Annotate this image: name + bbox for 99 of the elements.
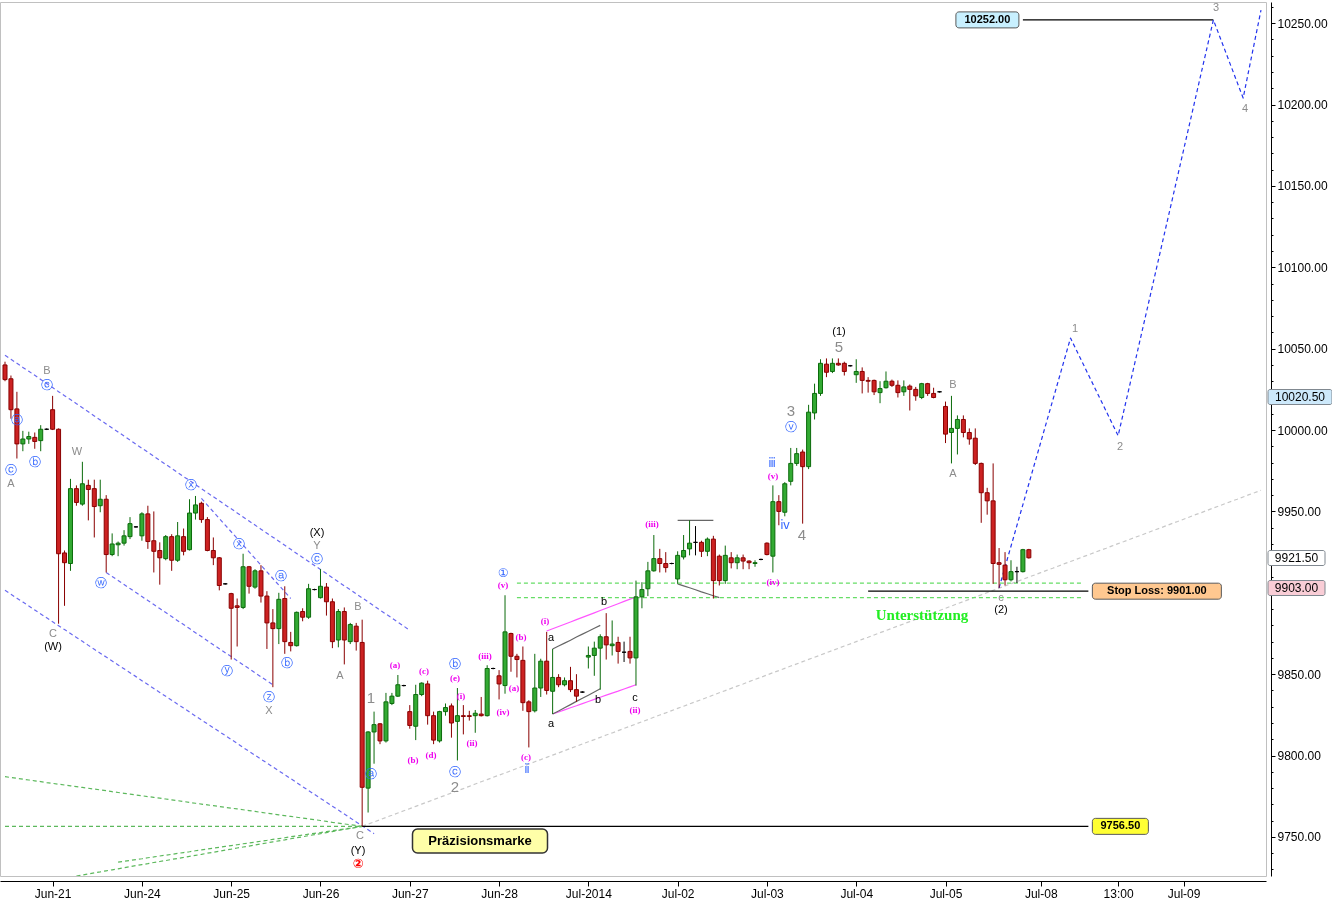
series-label: 10252.00 [964, 12, 1011, 25]
y-tick-label: 9850.00 [1277, 667, 1322, 682]
x-tick-label: Jul-04 [840, 886, 874, 898]
y-tick-label: 10000.00 [1277, 423, 1328, 438]
annotation: (iii) [478, 651, 492, 661]
x-tick-label: Jul-2014 [565, 886, 613, 898]
annotation: ⓦ [95, 576, 107, 590]
text: 9903.00 [1274, 581, 1319, 595]
annotation: ⓑ [29, 455, 41, 469]
annotation: (a) [508, 683, 520, 693]
annotation: 1 [1071, 322, 1079, 334]
annotation: c [632, 691, 639, 703]
annotation: X [265, 704, 274, 716]
y-tick-label: 10200.00 [1277, 98, 1328, 113]
annotation: ⓨ [221, 664, 233, 678]
x-tick-label: Jun-27 [391, 886, 429, 898]
annotation: (e) [450, 673, 460, 683]
annotation: ⅳ [780, 518, 791, 532]
annotation: (Y) [350, 844, 366, 856]
annotation: 4 [1241, 102, 1249, 114]
annotation: (iv) [766, 577, 780, 587]
annotation: a [547, 630, 555, 643]
annotation: 5 [834, 338, 844, 355]
x-tick-label: Jun-28 [481, 886, 519, 898]
y-tick-label: 9750.00 [1277, 830, 1322, 845]
annotation: (d) [425, 750, 437, 760]
x-tick-label: Jul-03 [751, 886, 785, 898]
annotation: ① [497, 566, 509, 580]
annotation: A [949, 467, 958, 479]
annotation: ⓥ [785, 420, 797, 434]
annotation: ⓑ [449, 657, 461, 671]
annotation: (c) [521, 752, 531, 762]
annotation: ② [352, 856, 364, 871]
y-tick-label: 10100.00 [1277, 260, 1328, 275]
annotation: (b) [407, 755, 419, 765]
y-tick-label: 10250.00 [1277, 16, 1328, 31]
annotation: A [336, 669, 345, 681]
x-tick-label: Jul-02 [661, 886, 695, 898]
x-tick-label: Jul-08 [1024, 886, 1058, 898]
series-label: Stop Loss: 9901.00 [1107, 584, 1207, 597]
x-tick-label: Jun-21 [34, 886, 72, 898]
x-tick-label: Jun-24 [124, 886, 162, 898]
annotation: ⓒ [41, 378, 53, 392]
series-label: 9756.50 [1100, 819, 1141, 832]
annotation: ⅱ [524, 762, 530, 776]
annotation: b [600, 595, 608, 607]
annotation: (1) [832, 325, 846, 337]
annotation: C [356, 829, 365, 841]
x-tick-label: Jul-09 [1167, 886, 1201, 898]
annotation: 2 [1116, 440, 1124, 452]
annotation: ⓐ [275, 569, 287, 583]
x-tick-label: Jul-05 [929, 886, 963, 898]
annotation: (X) [309, 526, 325, 538]
annotation: b [594, 693, 602, 705]
annotation: 4 [797, 526, 807, 543]
annotation: C [49, 627, 58, 639]
annotation: B [43, 364, 51, 376]
annotation: (ii) [466, 738, 478, 748]
annotation: ⓧ [233, 537, 245, 551]
annotation: ⓩ [263, 690, 275, 704]
annotation: ⓒ [449, 765, 461, 779]
annotation: B [354, 600, 362, 612]
annotation: 1 [366, 689, 376, 706]
annotation: (iii) [645, 519, 659, 529]
annotation: ⓧ [185, 478, 197, 492]
annotation: 2 [450, 778, 460, 795]
annotation: (v) [767, 471, 779, 481]
annotation: Präzisionsmarke [428, 833, 532, 848]
annotation: (c) [419, 666, 429, 676]
annotation: 3 [786, 402, 796, 419]
text: 10020.50 [1274, 390, 1326, 404]
annotation: A [7, 477, 16, 489]
y-tick-label: 9950.00 [1277, 504, 1322, 519]
annotation: W [71, 445, 83, 457]
annotation: ⅲ [768, 456, 776, 470]
x-tick-label: Jun-25 [213, 886, 251, 898]
y-tick-label: 9800.00 [1277, 749, 1322, 764]
text: 9921.50 [1274, 551, 1319, 565]
annotation: (i) [540, 616, 550, 626]
annotation: (2) [994, 603, 1008, 615]
x-tick-label: 13:00 [1103, 886, 1134, 898]
annotation: ⓒ [5, 463, 17, 477]
annotation: Unterstützung [875, 607, 969, 623]
y-tick-label: 10150.00 [1277, 179, 1328, 194]
annotation: (iv) [496, 707, 510, 717]
annotation: ⓐ [11, 413, 23, 427]
annotation: (ii) [629, 705, 641, 715]
annotation: a [547, 717, 555, 730]
annotation: Y [313, 539, 322, 551]
annotation: (a) [389, 660, 401, 670]
annotation: (b) [515, 632, 527, 642]
annotation: 3 [1212, 1, 1220, 13]
annotation: (v) [497, 580, 509, 590]
annotation: (W) [44, 640, 62, 652]
x-tick-label: Jun-26 [302, 886, 340, 898]
y-tick-label: 10050.00 [1277, 342, 1328, 357]
annotation: ⓒ [311, 552, 323, 566]
annotation: B [949, 378, 957, 390]
annotation: ⓑ [281, 656, 293, 670]
